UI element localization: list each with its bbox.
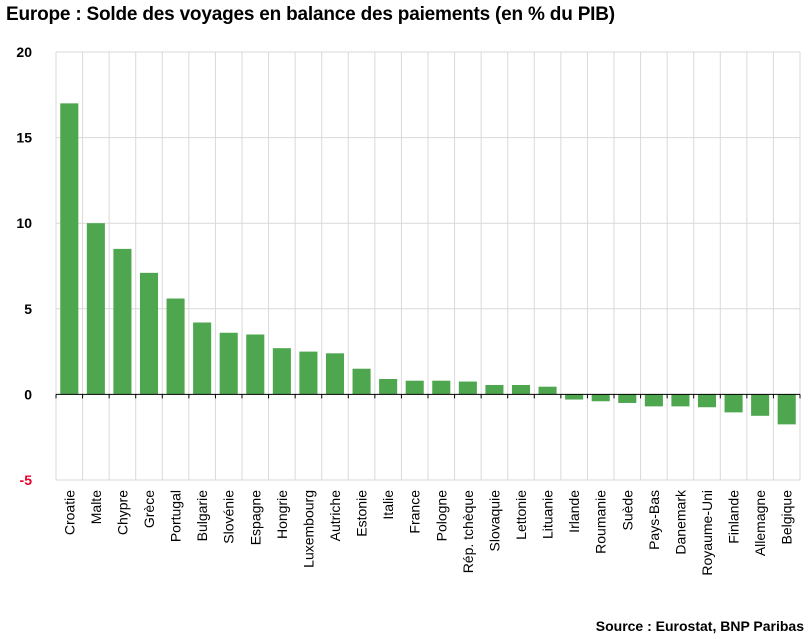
x-tick-label: Slovénie	[221, 490, 237, 544]
x-tick-label: Finlande	[726, 490, 742, 544]
bar	[432, 380, 451, 395]
y-tick-labels: -5 0 5 10 15 20	[16, 44, 32, 488]
x-tick-label: Lettonie	[513, 490, 529, 540]
bar	[618, 394, 637, 403]
x-tick-label: Croatie	[61, 490, 77, 535]
x-tick-label: Espagne	[247, 490, 263, 545]
x-tick-label: France	[407, 490, 423, 534]
y-tick-label: 0	[24, 386, 32, 402]
x-tick-label: Luxembourg	[300, 490, 316, 568]
bars	[60, 103, 796, 425]
bar	[60, 103, 79, 395]
x-tick-label: Danemark	[672, 489, 688, 555]
x-tick-label: Estonie	[354, 490, 370, 537]
source-note: Source : Eurostat, BNP Paribas	[595, 618, 804, 634]
bar	[139, 272, 159, 395]
x-tick-label: Lituanie	[540, 490, 556, 539]
x-tick-label: Chypre	[114, 490, 130, 535]
bar	[538, 386, 557, 395]
bar	[325, 353, 345, 395]
bar	[379, 378, 398, 395]
y-tick-label: 20	[16, 44, 32, 60]
y-tick-label: -5	[20, 472, 33, 488]
x-tick-label: Grèce	[141, 490, 157, 528]
x-tick-label: Bulgarie	[194, 490, 210, 542]
x-tick-label: Roumanie	[593, 490, 609, 554]
x-tick-label: Royaume-Uni	[699, 490, 715, 576]
x-tick-label: Irlande	[566, 490, 582, 533]
chart-title: Europe : Solde des voyages en balance de…	[6, 4, 615, 25]
bar	[113, 248, 132, 395]
bar	[644, 394, 663, 407]
x-tick-label: Portugal	[168, 490, 184, 542]
y-tick-label: 5	[24, 301, 32, 317]
bar	[193, 322, 212, 395]
bar	[697, 394, 717, 408]
bar	[219, 332, 238, 395]
bar	[671, 394, 690, 407]
x-tick-label: Suède	[619, 490, 635, 531]
bar	[777, 394, 796, 425]
x-tick-labels: Croatie Malte Chypre Grèce Portugal Bulgarie S…	[61, 489, 794, 576]
axes	[55, 393, 801, 399]
bar	[246, 334, 265, 395]
bar	[591, 394, 610, 402]
y-tick-label: 15	[16, 130, 32, 146]
x-tick-label: Italie	[380, 490, 396, 520]
bar	[352, 368, 371, 395]
bar	[166, 298, 185, 395]
bar	[272, 348, 291, 395]
x-tick-label: Malte	[88, 490, 104, 524]
bar	[751, 394, 770, 416]
bar	[86, 223, 105, 395]
x-tick-label: Belgique	[779, 490, 795, 545]
x-tick-label: Slovaquie	[486, 490, 502, 552]
bar	[458, 381, 477, 395]
bar	[485, 384, 504, 395]
x-tick-label: Rép. tchèque	[460, 490, 476, 573]
bar	[405, 380, 424, 395]
bar	[565, 394, 584, 400]
bar	[299, 351, 318, 395]
x-tick-label: Hongrie	[274, 490, 290, 539]
x-tick-label: Allemagne	[752, 490, 768, 556]
grid-lines	[55, 51, 801, 481]
x-tick-label: Pologne	[433, 490, 449, 542]
x-tick-label: Autriche	[327, 490, 343, 542]
y-tick-label: 10	[16, 215, 32, 231]
x-tick-label: Pays-Bas	[646, 490, 662, 550]
bar	[724, 394, 743, 413]
bar	[511, 384, 531, 395]
